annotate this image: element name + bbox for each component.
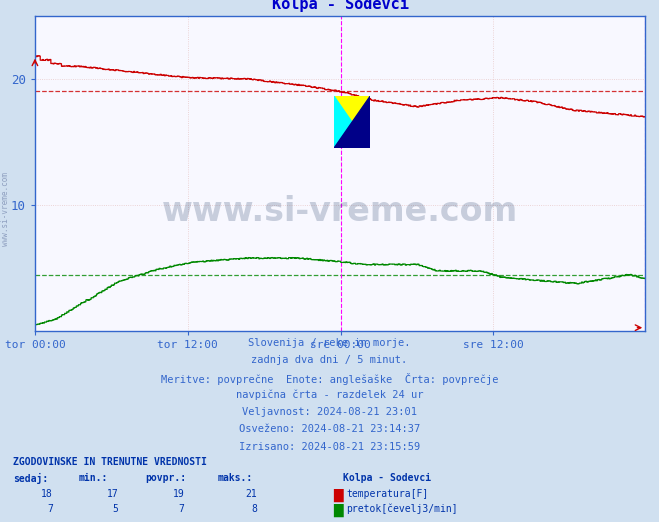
Text: 7: 7 — [179, 504, 185, 514]
Text: Veljavnost: 2024-08-21 23:01: Veljavnost: 2024-08-21 23:01 — [242, 407, 417, 417]
Text: pretok[čevelj3/min]: pretok[čevelj3/min] — [346, 504, 457, 514]
Text: █: █ — [333, 504, 343, 517]
Text: 8: 8 — [251, 504, 257, 514]
Text: ZGODOVINSKE IN TRENUTNE VREDNOSTI: ZGODOVINSKE IN TRENUTNE VREDNOSTI — [13, 457, 207, 467]
Text: www.si-vreme.com: www.si-vreme.com — [162, 195, 518, 228]
Polygon shape — [334, 96, 370, 148]
Text: 21: 21 — [245, 489, 257, 499]
Text: Kolpa - Sodevci: Kolpa - Sodevci — [343, 473, 431, 483]
Text: maks.:: maks.: — [217, 473, 252, 483]
Polygon shape — [334, 96, 370, 148]
Title: Kolpa - Sodevci: Kolpa - Sodevci — [272, 0, 409, 11]
Text: sedaj:: sedaj: — [13, 473, 48, 484]
Text: Izrisano: 2024-08-21 23:15:59: Izrisano: 2024-08-21 23:15:59 — [239, 442, 420, 452]
Polygon shape — [334, 96, 370, 148]
Text: Osveženo: 2024-08-21 23:14:37: Osveženo: 2024-08-21 23:14:37 — [239, 424, 420, 434]
Text: www.si-vreme.com: www.si-vreme.com — [1, 172, 10, 246]
Text: █: █ — [333, 489, 343, 502]
Text: Slovenija / reke in morje.: Slovenija / reke in morje. — [248, 338, 411, 348]
Text: temperatura[F]: temperatura[F] — [346, 489, 428, 499]
Text: min.:: min.: — [79, 473, 109, 483]
Text: 5: 5 — [113, 504, 119, 514]
Text: zadnja dva dni / 5 minut.: zadnja dva dni / 5 minut. — [251, 355, 408, 365]
Text: 19: 19 — [173, 489, 185, 499]
Text: Meritve: povprečne  Enote: anglešaške  Črta: povprečje: Meritve: povprečne Enote: anglešaške Črt… — [161, 373, 498, 385]
Text: 17: 17 — [107, 489, 119, 499]
Text: 7: 7 — [47, 504, 53, 514]
Text: 18: 18 — [41, 489, 53, 499]
Text: povpr.:: povpr.: — [145, 473, 186, 483]
Text: navpična črta - razdelek 24 ur: navpična črta - razdelek 24 ur — [236, 390, 423, 400]
